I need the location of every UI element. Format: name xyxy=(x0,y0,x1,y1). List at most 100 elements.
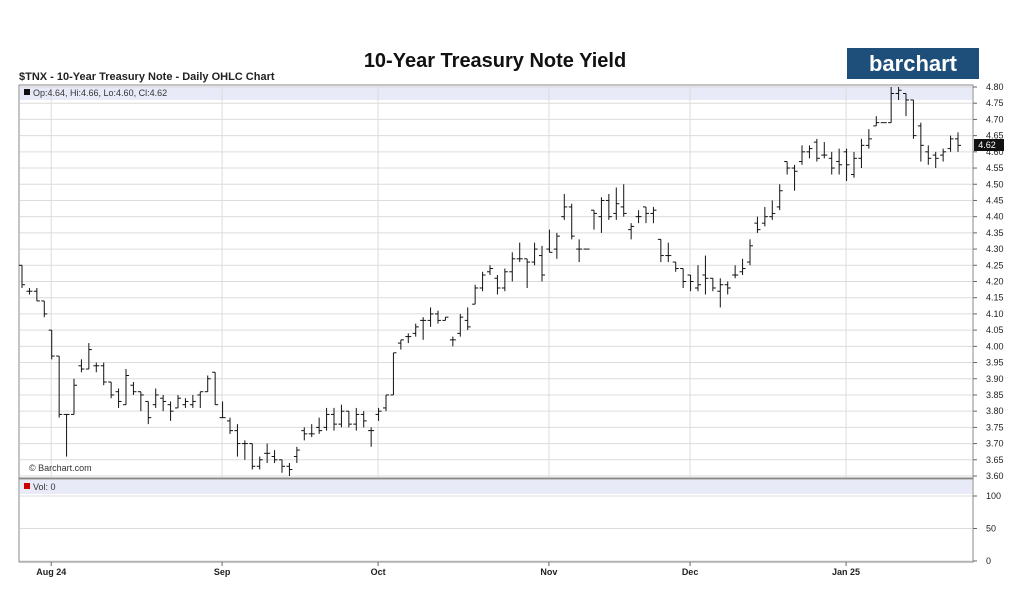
price-tick-label: 3.85 xyxy=(986,390,1004,400)
price-tick-label: 4.55 xyxy=(986,163,1004,173)
ohlc-bar xyxy=(182,398,189,408)
ohlc-bar xyxy=(516,242,523,263)
ohlc-bar xyxy=(494,275,501,295)
ohlc-bar xyxy=(464,307,471,331)
ohlc-bar xyxy=(650,206,657,224)
ohlc-bar xyxy=(591,209,597,230)
ohlc-bar xyxy=(442,316,449,321)
ohlc-bar xyxy=(397,339,404,350)
ohlc-bar xyxy=(234,424,241,457)
price-tick-label: 4.20 xyxy=(986,277,1004,287)
volume-tick-label: 50 xyxy=(986,524,996,534)
ohlc-bar xyxy=(724,281,731,295)
ohlc-bar xyxy=(405,333,412,344)
time-tick-label: Jan 25 xyxy=(832,567,860,577)
ohlc-bar xyxy=(546,229,553,253)
ohlc-bar xyxy=(843,148,850,182)
ohlc-bar xyxy=(680,268,687,288)
ohlc-bar xyxy=(264,443,271,464)
time-tick-label: Dec xyxy=(682,567,699,577)
ohlc-bar xyxy=(739,258,746,276)
ohlc-bar xyxy=(657,238,664,263)
ohlc-bar xyxy=(152,388,159,408)
ohlc-bar xyxy=(925,145,932,165)
ohlc-bar xyxy=(249,443,256,470)
ohlc-bar xyxy=(836,148,843,175)
ohlc-bar xyxy=(865,129,872,149)
ohlc-bar xyxy=(219,401,226,419)
ohlc-bar xyxy=(227,417,233,434)
volume-tick-label: 100 xyxy=(986,491,1001,501)
ohlc-bar xyxy=(160,394,167,412)
ohlc-bar xyxy=(368,427,375,447)
price-tick-label: 4.75 xyxy=(986,98,1004,108)
price-axis: 3.60 3.65 3.70 3.75 3.80 3.85 3.90 3.95 4.00 4.05… xyxy=(973,82,1004,481)
ohlc-bar xyxy=(41,300,48,318)
ohlc-bar xyxy=(917,122,924,162)
ohlc-bar xyxy=(472,284,479,305)
price-tick-label: 4.40 xyxy=(986,212,1004,222)
ohlc-bar xyxy=(732,265,739,279)
ohlc-bar xyxy=(561,193,568,220)
price-tick-label: 4.80 xyxy=(986,82,1004,92)
ohlc-bar xyxy=(813,138,820,162)
ohlc-bar xyxy=(108,381,115,399)
volume-axis: 0 50 100 xyxy=(973,491,1001,566)
price-tick-label: 3.80 xyxy=(986,406,1004,416)
ohlc-bar xyxy=(293,446,300,464)
ohlc-bar xyxy=(123,369,129,406)
volume-info-band xyxy=(20,480,972,494)
ohlc-bar xyxy=(115,388,122,408)
ohlc-bar xyxy=(769,200,776,220)
ohlc-bar xyxy=(791,164,798,191)
chart-title: 10-Year Treasury Note Yield xyxy=(363,50,627,72)
ohlc-bar xyxy=(56,355,63,418)
ohlc-bar xyxy=(628,223,635,240)
ohlc-bar xyxy=(910,99,917,139)
time-tick-label: Aug 24 xyxy=(36,567,66,577)
ohlc-bar xyxy=(26,287,33,295)
ohlc-bars xyxy=(19,87,961,477)
ohlc-bar xyxy=(709,277,716,292)
ohlc-bar xyxy=(390,352,397,396)
ohlc-bar xyxy=(940,148,947,162)
ohlc-bar xyxy=(761,206,768,227)
ohlc-bar xyxy=(635,210,642,224)
ohlc-bar xyxy=(279,459,285,473)
ohlc-legend-marker xyxy=(24,89,30,95)
price-tick-label: 4.60 xyxy=(986,147,1004,157)
ohlc-bar xyxy=(553,232,560,259)
ohlc-bar xyxy=(189,394,196,408)
ohlc-bar xyxy=(576,239,583,263)
ohlc-legend-text: Op:4.64, Hi:4.66, Lo:4.60, Cl:4.62 xyxy=(33,88,167,98)
price-tick-label: 3.75 xyxy=(986,422,1004,432)
ohlc-bar xyxy=(605,193,612,220)
ohlc-bar xyxy=(33,287,40,302)
price-tick-label: 3.95 xyxy=(986,358,1004,368)
volume-legend-marker xyxy=(24,483,30,489)
ohlc-bar xyxy=(360,411,367,428)
price-tick-label: 4.15 xyxy=(986,293,1004,303)
ohlc-bar xyxy=(539,245,545,282)
ohlc-bar xyxy=(754,216,761,233)
ohlc-bar xyxy=(457,313,464,337)
price-tick-label: 4.50 xyxy=(986,179,1004,189)
ohlc-bar xyxy=(903,92,909,117)
last-value-box xyxy=(974,139,1004,151)
ohlc-bar xyxy=(48,329,55,360)
ohlc-bar xyxy=(509,252,516,282)
ohlc-bar xyxy=(175,394,181,409)
time-tick-label: Sep xyxy=(214,567,231,577)
ohlc-bar xyxy=(420,317,427,340)
ohlc-bar xyxy=(947,135,954,152)
ohlc-bar xyxy=(427,307,434,327)
copyright-text: © Barchart.com xyxy=(29,463,92,473)
ohlc-bar xyxy=(197,391,204,408)
volume-tick-label: 0 xyxy=(986,556,991,566)
barchart-logo: barchart xyxy=(847,48,979,79)
ohlc-bar xyxy=(19,264,25,288)
ohlc-bar xyxy=(821,142,828,159)
ohlc-bar xyxy=(353,407,360,431)
ohlc-bar xyxy=(568,203,575,240)
